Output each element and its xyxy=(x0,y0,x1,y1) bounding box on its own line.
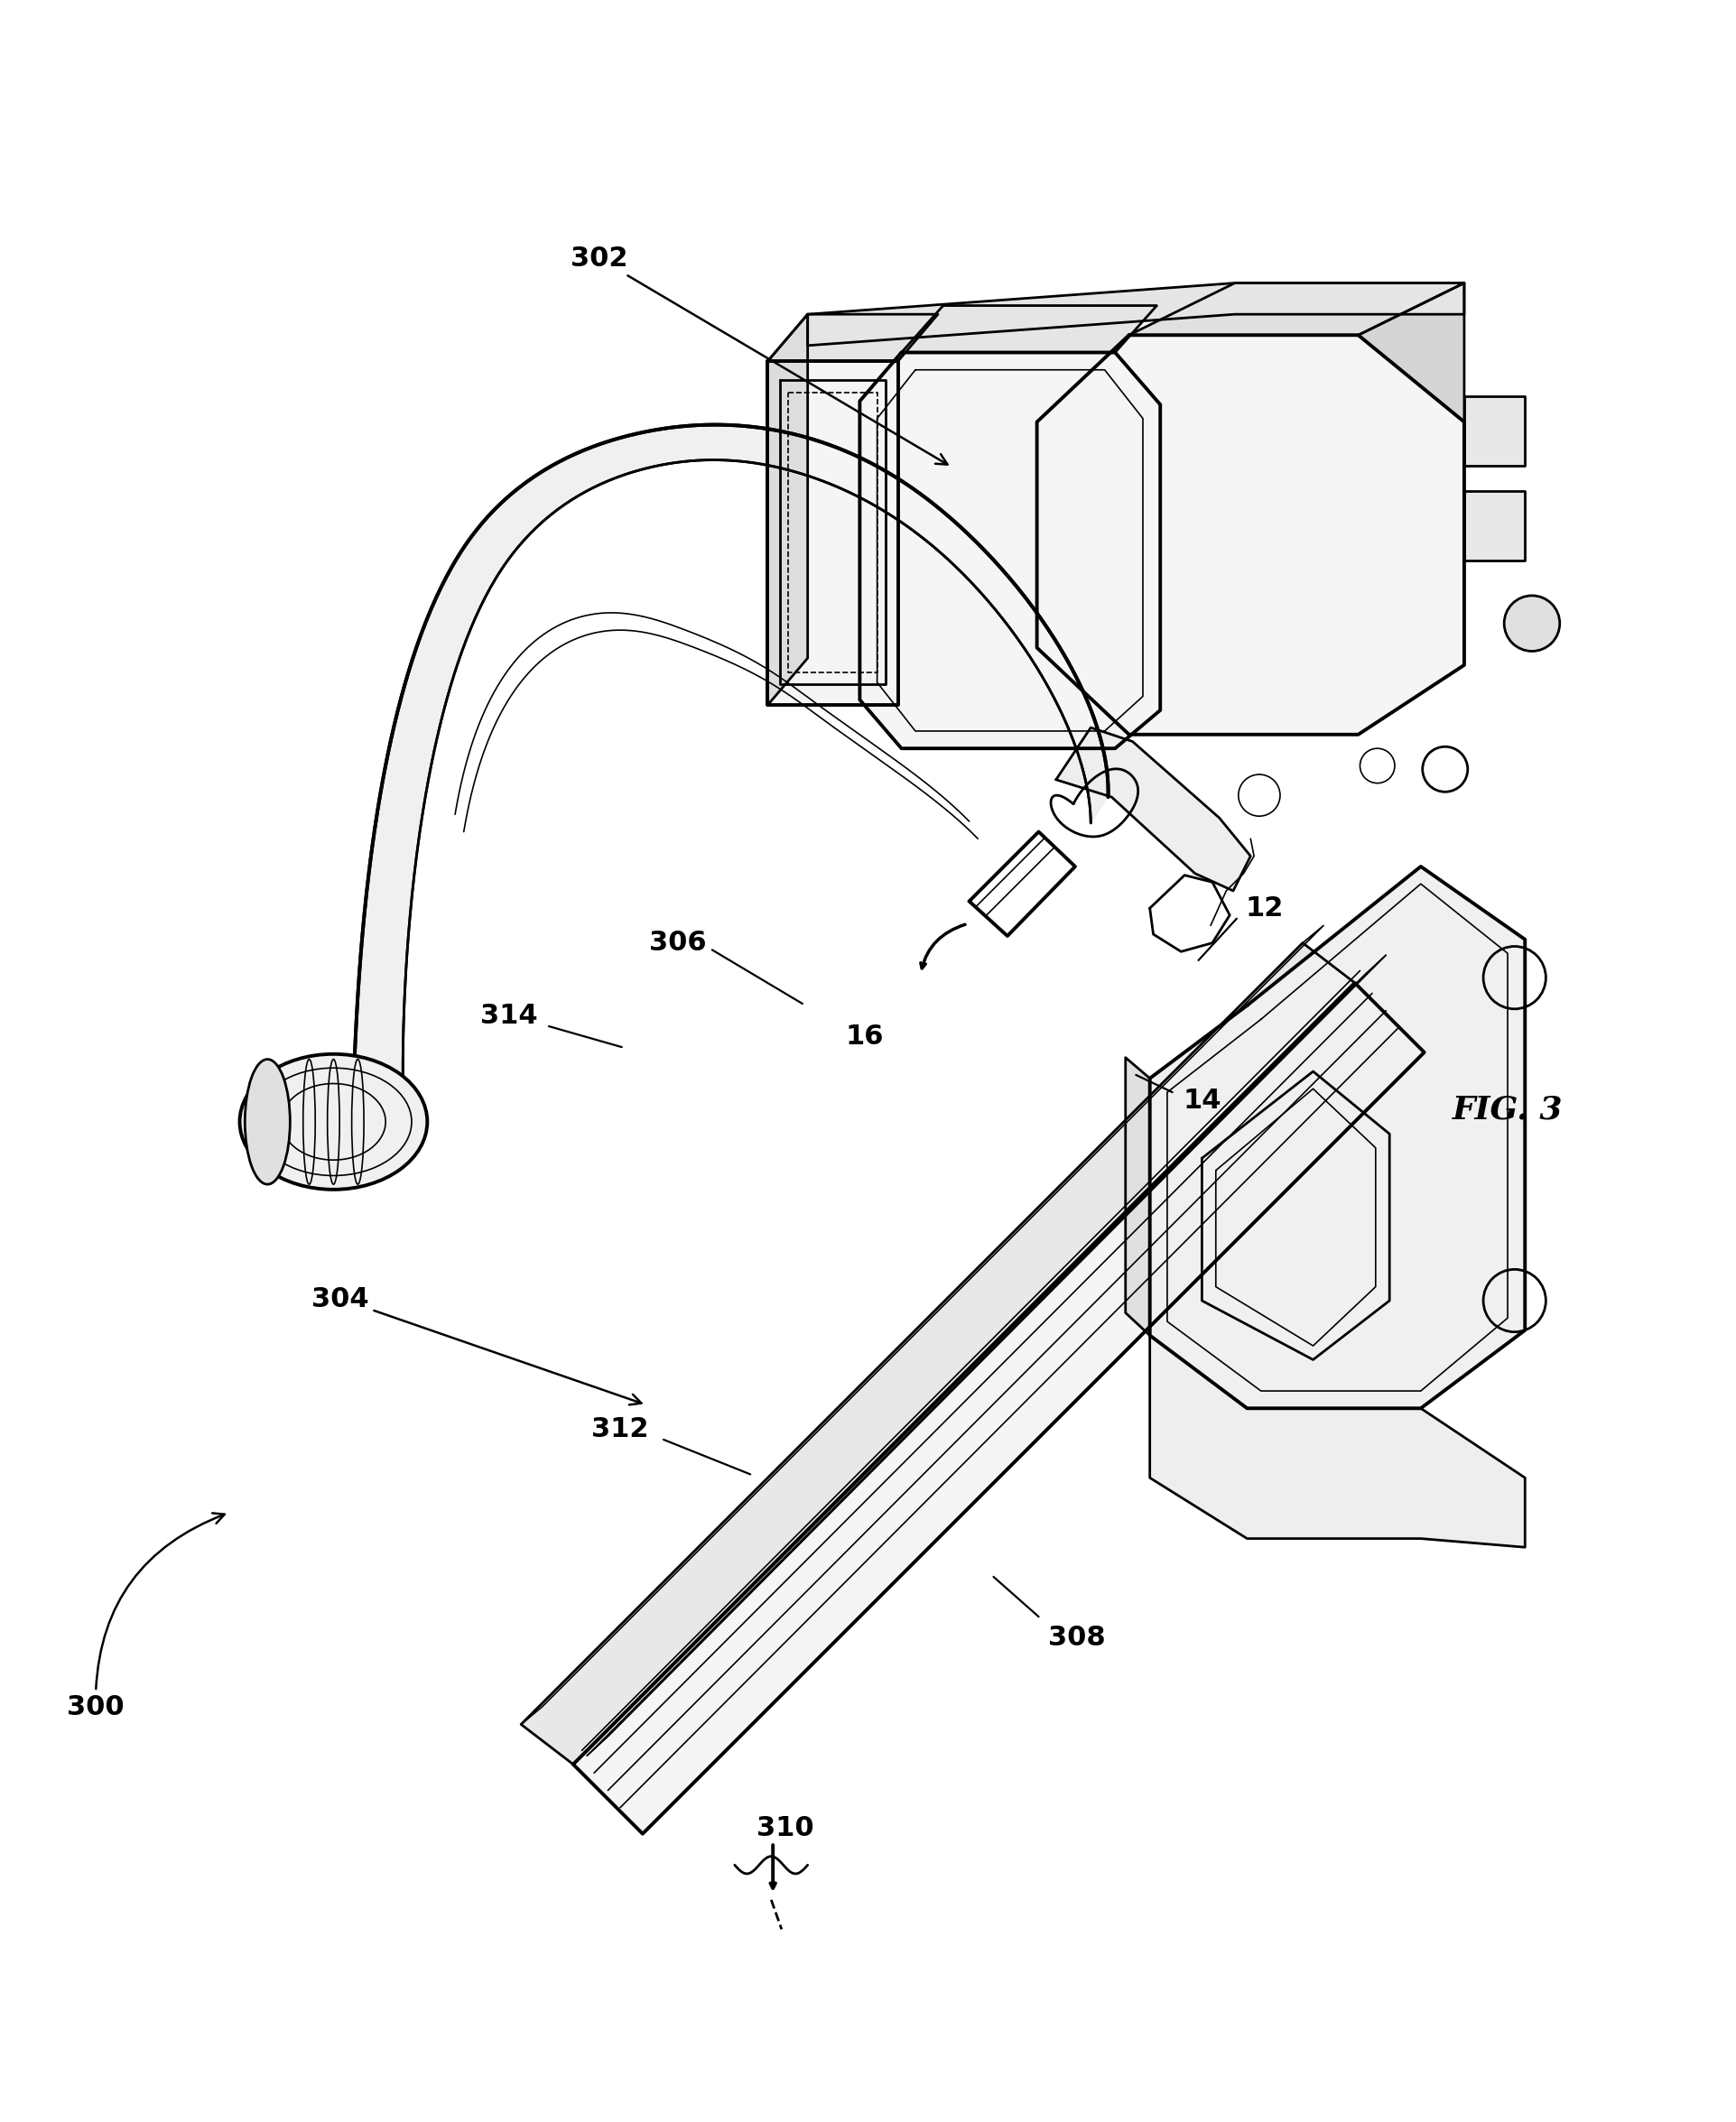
Polygon shape xyxy=(859,352,1160,749)
Polygon shape xyxy=(354,424,1108,1089)
Polygon shape xyxy=(521,942,1354,1763)
Text: 310: 310 xyxy=(755,1816,814,1842)
Polygon shape xyxy=(1149,1335,1524,1547)
Polygon shape xyxy=(521,925,1323,1725)
Polygon shape xyxy=(1463,492,1524,560)
Polygon shape xyxy=(969,832,1075,936)
Text: 14: 14 xyxy=(1182,1089,1220,1114)
Polygon shape xyxy=(807,282,1463,346)
Text: 302: 302 xyxy=(569,246,948,465)
Ellipse shape xyxy=(245,1059,290,1184)
Polygon shape xyxy=(1125,1057,1149,1335)
Polygon shape xyxy=(573,982,1424,1833)
Polygon shape xyxy=(767,314,937,361)
Text: 12: 12 xyxy=(1245,895,1283,921)
Polygon shape xyxy=(767,361,898,705)
Polygon shape xyxy=(767,314,807,705)
Text: 306: 306 xyxy=(648,929,707,957)
Polygon shape xyxy=(1036,335,1463,734)
Text: 312: 312 xyxy=(590,1415,649,1443)
Circle shape xyxy=(1503,596,1559,651)
Text: 16: 16 xyxy=(845,1023,884,1050)
Polygon shape xyxy=(901,306,1156,352)
Ellipse shape xyxy=(240,1055,427,1190)
Text: 304: 304 xyxy=(311,1286,641,1405)
Text: 300: 300 xyxy=(66,1513,224,1721)
Polygon shape xyxy=(1055,728,1250,891)
Text: FIG. 3: FIG. 3 xyxy=(1451,1095,1562,1125)
Polygon shape xyxy=(1358,282,1463,422)
Text: 308: 308 xyxy=(1047,1625,1106,1651)
Polygon shape xyxy=(1149,866,1524,1409)
Text: 314: 314 xyxy=(479,1004,538,1029)
Polygon shape xyxy=(1463,397,1524,465)
Polygon shape xyxy=(1128,282,1463,335)
